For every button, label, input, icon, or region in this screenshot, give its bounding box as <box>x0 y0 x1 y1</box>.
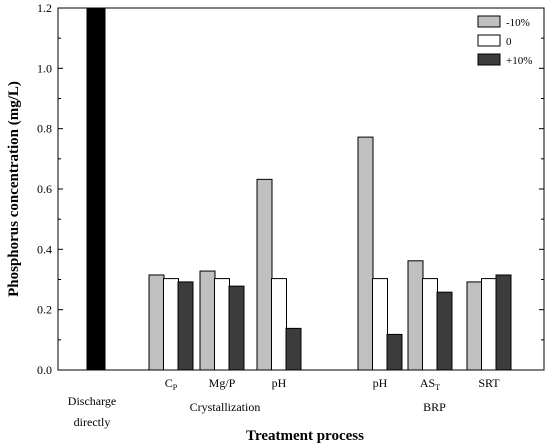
bar-brp-as-series-1 <box>422 278 438 371</box>
bar-brp-srt-series-2 <box>495 274 512 371</box>
y-tick-label: 0.0 <box>37 363 52 377</box>
category-label-discharge-line2: directly <box>74 415 111 429</box>
bar-discharge-directly <box>86 7 106 371</box>
y-tick-label: 1.0 <box>37 61 52 75</box>
y-tick-label: 1.2 <box>37 1 52 15</box>
y-tick-label: 0.6 <box>37 182 52 196</box>
y-tick-label: 0.2 <box>37 303 52 317</box>
x-category-labels: Discharge directly CP Mg/P pH Crystallization… <box>68 376 501 429</box>
category-label: Mg/P <box>209 376 236 390</box>
bar-brp-as-series-0 <box>407 260 424 371</box>
bar-brp-ph-series-2 <box>386 333 403 371</box>
y-tick-labels: 0.0 0.2 0.4 0.6 0.8 1.0 1.2 <box>37 1 52 377</box>
plot-frame <box>57 7 545 371</box>
bar-crystallization-mgp-series-0 <box>199 270 216 371</box>
legend-swatch <box>477 34 501 47</box>
x-axis-title: Treatment process <box>246 428 364 444</box>
category-label: CP <box>165 376 178 392</box>
bar-brp-as-series-2 <box>436 291 453 371</box>
legend: -10% 0 +10% <box>477 15 532 67</box>
category-label: AST <box>420 376 440 392</box>
group-label: Crystallization <box>190 400 261 414</box>
y-tick-label: 0.8 <box>37 122 52 136</box>
bar-crystallization-c-series-1 <box>163 278 179 371</box>
y-tick-label: 0.4 <box>37 242 52 256</box>
bar-crystallization-ph-series-2 <box>285 327 302 371</box>
bar-brp-srt-series-1 <box>481 278 497 371</box>
y-axis-title: Phosphorus concentration (mg/L) <box>6 81 22 297</box>
group-label: BRP <box>423 400 446 414</box>
bar-brp-ph-series-1 <box>372 278 388 371</box>
category-label-subscript: P <box>173 383 178 392</box>
category-label-subscript: T <box>435 383 440 392</box>
category-label: pH <box>373 376 388 390</box>
bar-crystallization-ph-series-1 <box>271 278 287 371</box>
legend-label: -10% <box>506 17 530 29</box>
bar-crystallization-mgp-series-2 <box>228 285 245 371</box>
legend-swatch <box>477 53 501 66</box>
bar-brp-ph-series-0 <box>357 136 374 371</box>
bar-crystallization-c-series-0 <box>148 274 165 371</box>
legend-label: +10% <box>506 55 532 67</box>
category-label-discharge-line1: Discharge <box>68 394 116 408</box>
legend-swatch <box>477 15 501 28</box>
category-label: pH <box>272 376 287 390</box>
bar-crystallization-ph-series-0 <box>256 178 273 371</box>
bar-crystallization-mgp-series-1 <box>214 278 230 371</box>
bar-crystallization-c-series-2 <box>177 281 194 371</box>
legend-label: 0 <box>506 36 512 48</box>
category-label: SRT <box>478 376 500 390</box>
bar-brp-srt-series-0 <box>466 281 483 371</box>
bars <box>86 7 512 371</box>
